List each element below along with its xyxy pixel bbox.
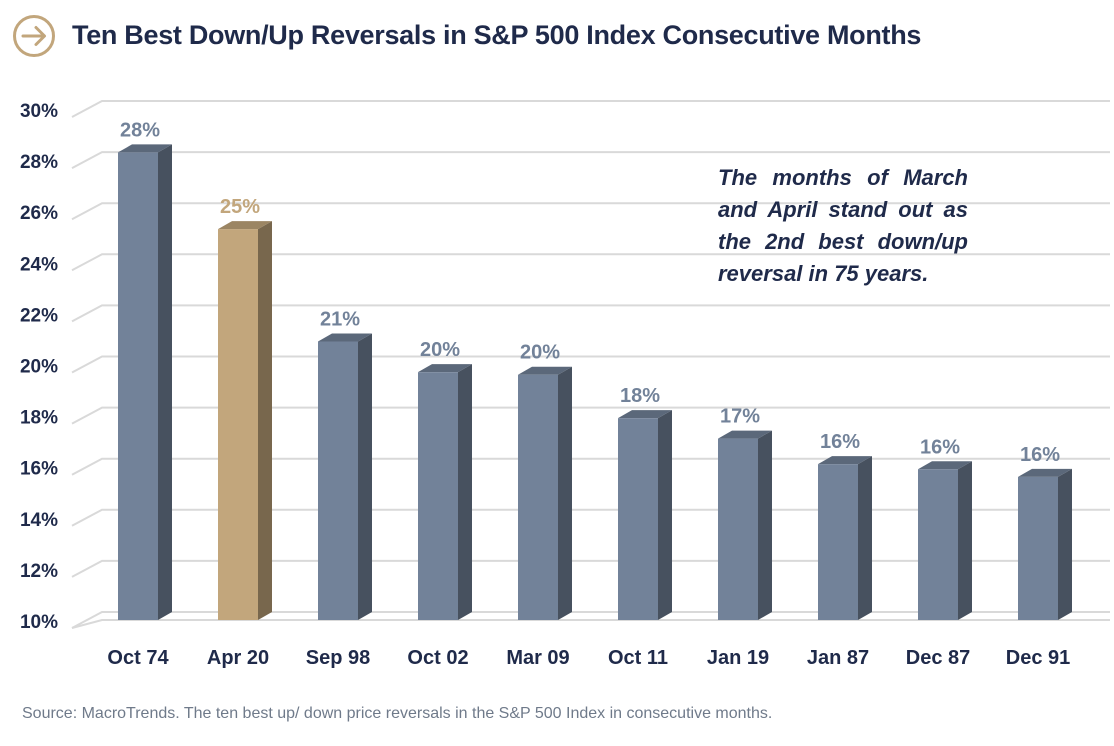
gridline (71, 508, 1110, 527)
x-tick-label: Jan 19 (707, 647, 769, 669)
source-note: Source: MacroTrends. The ten best up/ do… (22, 705, 773, 722)
bar-top (218, 221, 272, 230)
gridline (71, 100, 1110, 118)
bar-front (418, 372, 458, 620)
data-label: 16% (1020, 444, 1060, 466)
gridline (71, 559, 1110, 578)
data-label: 28% (120, 119, 160, 141)
gridline (71, 355, 1110, 374)
bar-front (818, 464, 858, 620)
axis-floor (71, 619, 1110, 629)
bar (218, 221, 272, 620)
bar-side (458, 364, 472, 620)
data-label: 16% (820, 431, 860, 453)
x-tick-label: Dec 87 (906, 647, 971, 669)
x-tick-label: Sep 98 (306, 647, 370, 669)
arrow-right-circle-icon (13, 15, 55, 57)
y-tick-label: 14% (20, 510, 58, 531)
y-axis-tick-labels: 10% 12% 14% 16% 18% 20% 22% 24% 26% 28% 30% (20, 101, 58, 633)
bar (318, 333, 372, 620)
gridline (71, 253, 1110, 272)
bar-front (618, 418, 658, 620)
data-label: 16% (920, 436, 960, 458)
y-tick-label: 22% (20, 305, 58, 326)
bar-side (158, 144, 172, 620)
x-axis-tick-labels: Oct 74 Apr 20 Sep 98 Oct 02 Mar 09 Oct 11 Jan … (107, 647, 1070, 669)
bar-top (818, 456, 872, 465)
gridline (71, 151, 1110, 169)
bar-side (258, 221, 272, 620)
x-tick-label: Dec 91 (1006, 647, 1071, 669)
bar (118, 144, 172, 620)
y-tick-label: 24% (20, 254, 58, 275)
x-tick-label: Oct 11 (608, 647, 668, 669)
chart-annotation: The months of March and April stand out … (718, 165, 968, 286)
x-tick-label: Oct 74 (107, 647, 169, 669)
data-label: 18% (620, 385, 660, 407)
bar-front (918, 469, 958, 620)
bar-side (758, 430, 772, 620)
bars (118, 144, 1072, 620)
bar-front (518, 374, 558, 620)
x-tick-label: Mar 09 (506, 647, 569, 669)
bar (518, 366, 572, 620)
bar-side (658, 410, 672, 620)
bar-front (318, 341, 358, 620)
bar-top (318, 333, 372, 342)
bar-top (718, 430, 772, 439)
bar (418, 364, 472, 620)
y-tick-label: 28% (20, 152, 58, 173)
bar-side (958, 461, 972, 620)
bar-top (918, 461, 972, 470)
bar (818, 456, 872, 620)
gridline (71, 406, 1110, 425)
bar-front (118, 152, 158, 620)
gridline (71, 304, 1110, 323)
gridline (71, 611, 1110, 629)
data-label: 20% (420, 339, 460, 361)
gridline (71, 457, 1110, 476)
data-label: 25% (220, 196, 260, 218)
bar-chart: 10% 12% 14% 16% 18% 20% 22% 24% 26% 28% 30% 28% 25%… (20, 100, 1110, 669)
bar-top (118, 144, 172, 153)
bar-top (618, 410, 672, 419)
y-tick-label: 10% (20, 612, 58, 633)
x-tick-label: Jan 87 (807, 647, 869, 669)
data-label: 20% (520, 342, 560, 364)
y-tick-label: 12% (20, 561, 58, 582)
gridline (71, 202, 1110, 221)
bar (918, 461, 972, 620)
bar (1018, 468, 1072, 620)
bar-side (1058, 468, 1072, 620)
bar-side (858, 456, 872, 620)
bar-front (718, 438, 758, 620)
y-tick-label: 16% (20, 459, 58, 480)
y-tick-label: 20% (20, 357, 58, 378)
bar (718, 430, 772, 620)
data-label: 21% (320, 309, 360, 331)
x-tick-label: Apr 20 (207, 647, 269, 669)
y-tick-label: 30% (20, 101, 58, 122)
bar-side (558, 366, 572, 620)
y-tick-label: 26% (20, 203, 58, 224)
chart-header: Ten Best Down/Up Reversals in S&P 500 In… (12, 14, 1102, 62)
bar-front (218, 229, 258, 620)
data-labels: 28% 25% 21% 20% 20% 18% 17% 16% 16% 16% (120, 119, 1060, 465)
bar-top (418, 364, 472, 373)
y-tick-label: 18% (20, 408, 58, 429)
bar (618, 410, 672, 620)
data-label: 17% (720, 406, 760, 428)
bar-top (1018, 468, 1072, 477)
grid-lines (71, 100, 1110, 629)
chart-title: Ten Best Down/Up Reversals in S&P 500 In… (72, 20, 922, 50)
x-tick-label: Oct 02 (407, 647, 468, 669)
bar-top (518, 366, 572, 375)
bar-side (358, 333, 372, 620)
bar-front (1018, 476, 1058, 620)
